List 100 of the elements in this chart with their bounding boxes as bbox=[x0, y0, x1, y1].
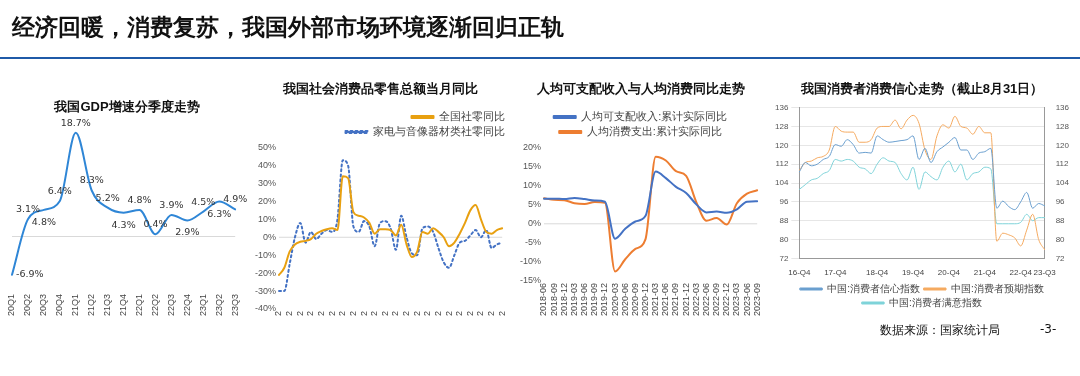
line-series bbox=[543, 155, 759, 273]
data-label: 3.9% bbox=[159, 198, 184, 210]
y-tick-label: 0% bbox=[262, 231, 277, 242]
x-tick-label: 22Q1 bbox=[134, 293, 145, 317]
x-tick-label: 2 bbox=[305, 310, 316, 317]
x-tick-label: 2 bbox=[379, 310, 390, 317]
y-tick-label: 72 bbox=[779, 253, 789, 263]
x-tick-label: 22Q4 bbox=[181, 293, 192, 317]
x-tick-label: 2 bbox=[326, 310, 337, 317]
x-tick-label: 2020-09 bbox=[629, 282, 640, 316]
x-tick-label: 20Q1 bbox=[6, 293, 17, 317]
x-tick-label: 2023-03 bbox=[731, 282, 742, 316]
y2-tick-label: 80 bbox=[1055, 234, 1066, 244]
data-label: 4.8% bbox=[127, 193, 152, 205]
source-note: 数据来源：国家统计局 bbox=[880, 322, 1000, 339]
x-tick-label: 20Q2 bbox=[22, 293, 33, 317]
x-tick-label: 22Q2 bbox=[149, 293, 160, 317]
x-tick-label: 2 bbox=[486, 310, 497, 317]
x-tick-label: 23Q2 bbox=[213, 293, 224, 317]
x-tick-label: 21Q2 bbox=[86, 293, 97, 317]
y-tick-label: -10% bbox=[254, 249, 277, 260]
line-series bbox=[543, 170, 759, 240]
chart-title: 我国GDP增速分季度走势 bbox=[53, 99, 200, 115]
x-tick-label: 17-Q4 bbox=[824, 268, 847, 278]
y2-tick-label: 128 bbox=[1055, 121, 1070, 131]
x-tick-label: 2021-12 bbox=[680, 282, 691, 316]
x-tick-label: 2 bbox=[496, 310, 507, 317]
x-tick-label: 2 bbox=[422, 310, 433, 317]
y2-tick-label: 136 bbox=[1055, 102, 1070, 112]
text: -3- bbox=[1040, 322, 1057, 336]
x-tick-label: 2019-12 bbox=[599, 282, 610, 316]
y2-tick-label: 96 bbox=[1055, 197, 1066, 207]
x-tick-label: 2018-12 bbox=[558, 282, 569, 316]
y-tick-label: 104 bbox=[774, 178, 789, 188]
y2-tick-label: 72 bbox=[1055, 253, 1066, 263]
y-tick-label: 30% bbox=[257, 177, 277, 188]
text: 经济回暖，消费复苏，我国外部市场环境逐渐回归正轨 bbox=[12, 13, 564, 42]
data-label: 6.3% bbox=[207, 207, 232, 219]
x-tick-label: 2 bbox=[284, 310, 295, 317]
y-tick-label: 40% bbox=[257, 160, 277, 171]
x-tick-label: 2019-09 bbox=[589, 282, 600, 316]
x-tick-label: 16-Q4 bbox=[788, 268, 812, 278]
x-tick-label: 22-Q4 bbox=[1009, 268, 1033, 278]
x-tick-label: 2 bbox=[347, 310, 358, 317]
legend-label: 人均可支配收入:累计实际同比 bbox=[581, 110, 728, 123]
legend-label: 人均消费支出:累计实际同比 bbox=[586, 125, 722, 138]
x-tick-label: 2022-03 bbox=[690, 282, 701, 316]
legend-label: 家电与音像器材类社零同比 bbox=[373, 125, 505, 138]
y-tick-label: 20% bbox=[257, 195, 277, 206]
x-tick-label: 2 bbox=[454, 310, 465, 317]
y-tick-label: 112 bbox=[775, 159, 789, 169]
x-tick-label: 21Q1 bbox=[70, 293, 81, 317]
x-tick-label: 2022-12 bbox=[721, 282, 732, 316]
y-tick-label: 88 bbox=[779, 215, 789, 225]
y-tick-label: -20% bbox=[254, 267, 277, 278]
x-tick-label: 22Q3 bbox=[165, 293, 176, 317]
data-label: 4.9% bbox=[223, 193, 248, 205]
x-tick-label: 2 bbox=[475, 310, 486, 317]
y-tick-label: 15% bbox=[522, 161, 542, 172]
x-tick-label: 2018-09 bbox=[548, 282, 559, 316]
x-tick-label: 2020-06 bbox=[619, 282, 630, 316]
x-tick-label: 2 bbox=[411, 310, 422, 317]
x-tick-label: 23Q1 bbox=[197, 293, 208, 317]
x-tick-label: 19-Q4 bbox=[901, 268, 925, 278]
x-tick-label: 2023-09 bbox=[751, 282, 762, 316]
data-label: 3.1% bbox=[15, 203, 41, 215]
x-tick-label: 2 bbox=[401, 310, 412, 317]
y-tick-label: -10% bbox=[519, 256, 542, 267]
y2-tick-label: 88 bbox=[1055, 215, 1066, 225]
y-tick-label: 10% bbox=[257, 213, 277, 224]
y-tick-label: -30% bbox=[254, 285, 277, 296]
x-tick-label: 18-Q4 bbox=[866, 268, 889, 278]
y-tick-label: 128 bbox=[774, 121, 789, 131]
legend-label: 全国社零同比 bbox=[439, 110, 505, 123]
x-tick-label: 21-Q4 bbox=[973, 268, 997, 278]
x-tick-label: 2 bbox=[273, 310, 284, 317]
y-tick-label: 80 bbox=[779, 234, 789, 244]
x-tick-label: 2020-03 bbox=[609, 282, 620, 316]
y-tick-label: 5% bbox=[527, 199, 542, 210]
y-tick-label: 0% bbox=[527, 218, 542, 229]
y-tick-label: 50% bbox=[257, 142, 277, 153]
x-tick-label: 20Q3 bbox=[38, 293, 49, 317]
data-label: 2.9% bbox=[175, 226, 200, 238]
data-label: 18.7% bbox=[60, 116, 91, 128]
x-tick-label: 21Q4 bbox=[118, 293, 129, 317]
x-tick-label: 2 bbox=[316, 310, 327, 317]
data-label: 4.5% bbox=[191, 195, 216, 207]
data-label: 5.2% bbox=[95, 191, 120, 203]
y-tick-label: 120 bbox=[774, 140, 789, 150]
legend-label: 中国:消费者满意指数 bbox=[889, 296, 982, 308]
x-tick-label: 2022-09 bbox=[711, 282, 722, 316]
x-tick-label: 2019-03 bbox=[568, 282, 579, 316]
y-tick-label: 136 bbox=[774, 102, 789, 112]
x-tick-label: 2 bbox=[294, 310, 305, 317]
x-tick-label: 2 bbox=[358, 310, 369, 317]
x-tick-label: 2019-06 bbox=[579, 282, 590, 316]
x-tick-label: 2021-09 bbox=[670, 282, 681, 316]
chart-title: 人均可支配收入与人均消费同比走势 bbox=[535, 81, 745, 97]
legend-label: 中国:消费者信心指数 bbox=[827, 282, 920, 294]
line-series bbox=[278, 175, 504, 276]
